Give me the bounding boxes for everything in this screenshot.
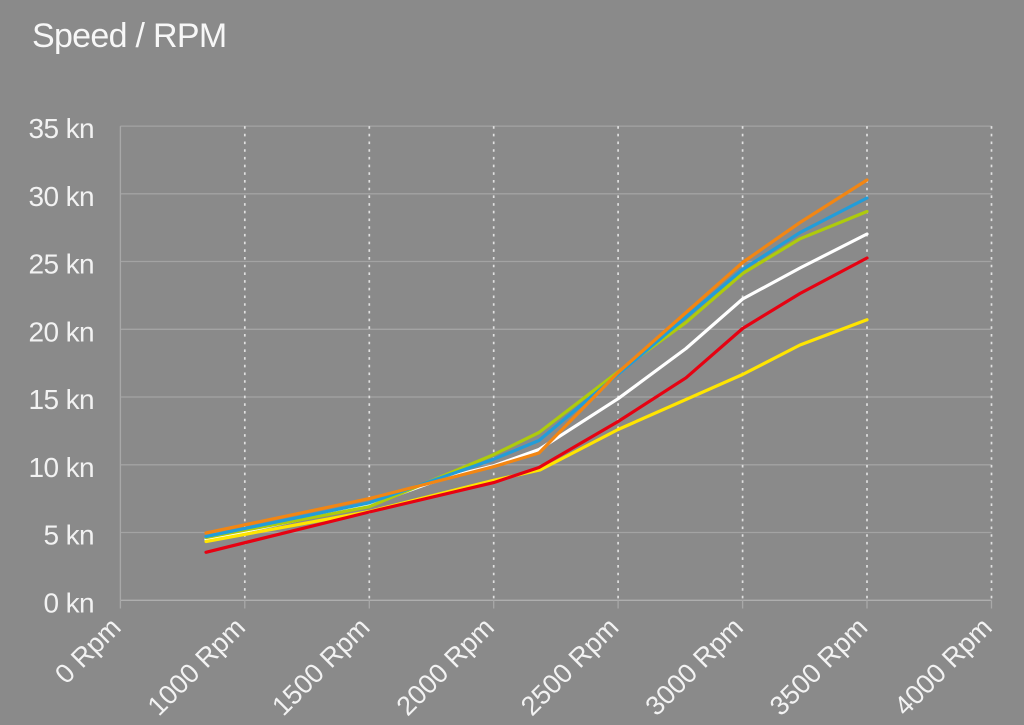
svg-text:25 kn: 25 kn: [29, 249, 95, 280]
svg-text:Speed / RPM: Speed / RPM: [32, 17, 227, 55]
svg-text:30 kn: 30 kn: [29, 181, 95, 212]
svg-text:5 kn: 5 kn: [43, 520, 94, 551]
svg-text:10 kn: 10 kn: [29, 452, 95, 483]
svg-text:15 kn: 15 kn: [29, 384, 95, 415]
svg-text:0 kn: 0 kn: [43, 587, 94, 618]
svg-text:20 kn: 20 kn: [29, 316, 95, 347]
svg-text:35 kn: 35 kn: [29, 113, 95, 144]
